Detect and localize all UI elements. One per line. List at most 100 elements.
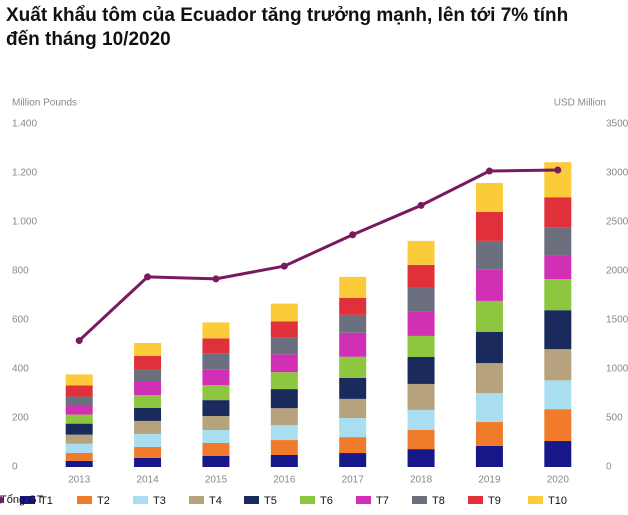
bar-segment bbox=[65, 460, 93, 467]
bar-segment bbox=[270, 372, 298, 390]
bar-segment bbox=[202, 338, 230, 354]
bar-segment bbox=[134, 420, 162, 434]
bar-segment bbox=[544, 197, 572, 228]
x-tick-label: 2015 bbox=[205, 475, 228, 486]
y-tick-label: 1.200 bbox=[12, 168, 37, 179]
bar-segment bbox=[270, 425, 298, 441]
bar-segment bbox=[339, 314, 367, 333]
bar-segment bbox=[134, 407, 162, 421]
line bbox=[78, 168, 558, 342]
chart-title: Xuất khẩu tôm của Ecuador tăng trưởng mạ… bbox=[6, 5, 569, 50]
bar-segment bbox=[134, 356, 162, 369]
bar-segment bbox=[270, 337, 298, 355]
bar-segment bbox=[475, 300, 503, 333]
legend-label: T10 bbox=[548, 495, 567, 507]
bar-segment bbox=[475, 269, 503, 301]
legend-label: T2 bbox=[97, 495, 110, 507]
bar-segment bbox=[65, 405, 93, 415]
bar-segment bbox=[544, 441, 572, 467]
legend-swatch bbox=[412, 496, 427, 504]
bar-segment bbox=[544, 255, 572, 280]
y-tick-label: 1.400 bbox=[12, 119, 37, 130]
bar-segment bbox=[270, 303, 298, 322]
y2-tick-label: 3000 bbox=[606, 168, 628, 179]
legend-swatch bbox=[133, 496, 148, 504]
x-tick-label: 2018 bbox=[410, 475, 433, 486]
legend-label: Tổng GT bbox=[0, 494, 44, 506]
y2-tick-label: 1000 bbox=[606, 364, 628, 375]
legend-label: T8 bbox=[432, 495, 445, 507]
bar-segment bbox=[544, 349, 572, 381]
legend-swatch bbox=[20, 496, 35, 504]
y2-tick-label: 3500 bbox=[606, 119, 628, 130]
line-point bbox=[75, 337, 83, 345]
legend-label: T5 bbox=[264, 495, 277, 507]
x-tick-label: 2019 bbox=[478, 475, 501, 486]
bar-segment bbox=[134, 446, 162, 458]
legend-swatch bbox=[0, 496, 4, 504]
bar-segment bbox=[475, 211, 503, 241]
bar-segment bbox=[270, 408, 298, 426]
bar-segment bbox=[407, 335, 435, 357]
y-axis-title: Million Pounds bbox=[12, 98, 77, 109]
bar-segment bbox=[202, 455, 230, 467]
bar-segment bbox=[339, 377, 367, 399]
bar-segment bbox=[407, 356, 435, 384]
bar-segment bbox=[134, 433, 162, 447]
bar-segment bbox=[339, 276, 367, 298]
bar-segment bbox=[407, 409, 435, 431]
bar-segment bbox=[134, 394, 162, 408]
line-point bbox=[485, 167, 493, 175]
bar-segment bbox=[475, 393, 503, 422]
bar-segment bbox=[202, 442, 230, 456]
x-tick-label: 2014 bbox=[136, 475, 159, 486]
line-point bbox=[212, 275, 220, 283]
bar-segment bbox=[134, 381, 162, 395]
bar-segment bbox=[407, 430, 435, 450]
y2-tick-label: 1500 bbox=[606, 315, 628, 326]
legend-label: T1 bbox=[40, 495, 53, 507]
legend-swatch bbox=[77, 496, 92, 504]
y2-tick-label: 2000 bbox=[606, 266, 628, 277]
y-tick-label: 0 bbox=[12, 462, 18, 473]
bar-segment bbox=[339, 453, 367, 467]
bar-segment bbox=[202, 416, 230, 431]
y-tick-label: 600 bbox=[12, 315, 29, 326]
legend-label: T3 bbox=[153, 495, 166, 507]
bar-segment bbox=[65, 396, 93, 406]
legend-label: T4 bbox=[209, 495, 222, 507]
bar-segment bbox=[544, 310, 572, 350]
y2-axis-title: USD Million bbox=[554, 98, 606, 109]
bar-segment bbox=[270, 389, 298, 409]
legend-swatch bbox=[356, 496, 371, 504]
bar-segment bbox=[202, 385, 230, 401]
line-point bbox=[280, 262, 288, 270]
bar-segment bbox=[65, 414, 93, 424]
legend-label: T6 bbox=[320, 495, 333, 507]
y2-tick-label: 500 bbox=[606, 413, 623, 424]
bar-segment bbox=[202, 353, 230, 370]
y2-tick-label: 2500 bbox=[606, 217, 628, 228]
bar-segment bbox=[65, 443, 93, 453]
bar-segment bbox=[339, 332, 367, 357]
bar-segment bbox=[407, 383, 435, 410]
bar-segment bbox=[270, 454, 298, 467]
bar-segment bbox=[65, 452, 93, 461]
bar-segment bbox=[65, 434, 93, 444]
bar-segment bbox=[134, 369, 162, 382]
bar-segment bbox=[407, 240, 435, 265]
bar-segment bbox=[475, 183, 503, 212]
bar-segment bbox=[339, 297, 367, 315]
bar-segment bbox=[407, 287, 435, 312]
bar-segment bbox=[202, 322, 230, 339]
y2-tick-label: 0 bbox=[606, 462, 612, 473]
legend-swatch bbox=[244, 496, 259, 504]
legend-swatch bbox=[468, 496, 483, 504]
bar-segment bbox=[65, 385, 93, 397]
bar-segment bbox=[475, 421, 503, 446]
bar-segment bbox=[202, 400, 230, 417]
legend-label: T9 bbox=[488, 495, 501, 507]
bar-segment bbox=[407, 311, 435, 336]
line-point bbox=[554, 166, 562, 174]
